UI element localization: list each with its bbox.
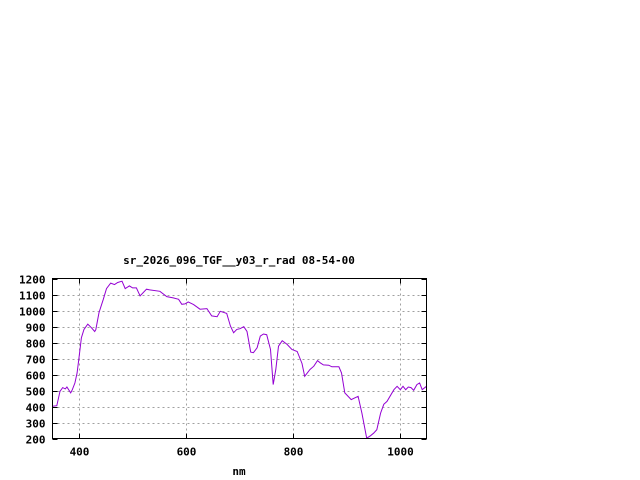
y-tick-label: 1200 bbox=[19, 274, 46, 287]
x-axis-label: nm bbox=[232, 465, 246, 478]
chart-title: sr_2026_096_TGF__y03_r_rad 08-54-00 bbox=[123, 254, 355, 267]
plot-border bbox=[52, 278, 427, 439]
y-tick-label: 900 bbox=[26, 322, 46, 335]
y-tick-label: 200 bbox=[26, 434, 46, 447]
series-line bbox=[52, 280, 427, 440]
y-tick-label: 800 bbox=[26, 338, 46, 351]
x-tick-label: 1000 bbox=[387, 446, 414, 459]
y-axis: 200 300 400 500 600 700 800 900 1000 1100 1200 bbox=[19, 274, 427, 447]
x-tick-label: 400 bbox=[70, 446, 90, 459]
y-tick-label: 600 bbox=[26, 370, 46, 383]
grid bbox=[52, 278, 427, 439]
y-tick-label: 1100 bbox=[19, 290, 46, 303]
y-tick-label: 500 bbox=[26, 386, 46, 399]
y-tick-label: 400 bbox=[26, 402, 46, 415]
x-tick-label: 800 bbox=[284, 446, 304, 459]
x-tick-label: 600 bbox=[177, 446, 197, 459]
x-axis: 400 600 800 1000 bbox=[70, 278, 414, 459]
y-tick-label: 1000 bbox=[19, 306, 46, 319]
y-tick-label: 700 bbox=[26, 354, 46, 367]
y-tick-label: 300 bbox=[26, 418, 46, 431]
